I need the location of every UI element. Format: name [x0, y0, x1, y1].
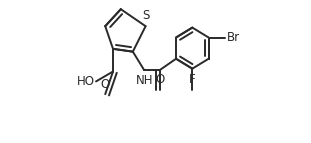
Text: Br: Br	[227, 31, 240, 44]
Text: HO: HO	[77, 75, 95, 88]
Text: S: S	[142, 9, 149, 22]
Text: NH: NH	[135, 74, 153, 87]
Text: F: F	[189, 73, 196, 86]
Text: O: O	[155, 73, 165, 86]
Text: O: O	[100, 78, 109, 91]
